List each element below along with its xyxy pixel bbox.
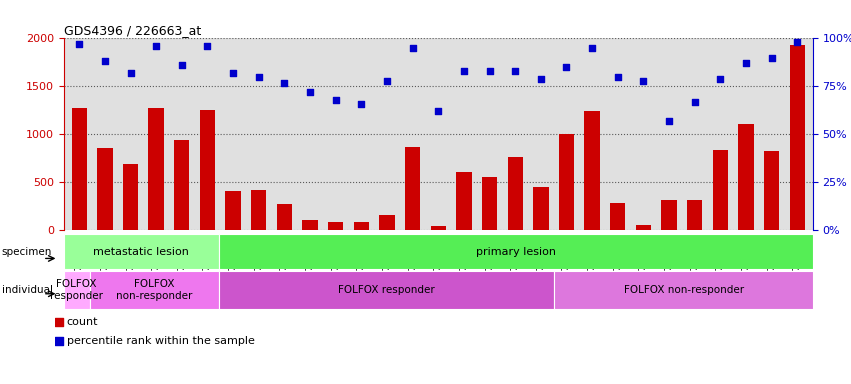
- Point: [791, 39, 804, 45]
- Point: [662, 118, 676, 124]
- Bar: [456, 172, 471, 230]
- Bar: [790, 45, 805, 230]
- Bar: [71, 108, 87, 230]
- Point: [585, 45, 599, 51]
- Bar: [610, 203, 625, 230]
- Point: [508, 68, 522, 74]
- Point: [175, 62, 189, 68]
- Point: [765, 55, 779, 61]
- Bar: [405, 147, 420, 230]
- Point: [740, 60, 753, 66]
- Text: primary lesion: primary lesion: [476, 247, 556, 257]
- Text: FOLFOX responder: FOLFOX responder: [338, 285, 435, 295]
- Text: count: count: [66, 316, 99, 327]
- Bar: [739, 124, 754, 230]
- Bar: [482, 177, 497, 230]
- Bar: [148, 108, 164, 230]
- Bar: [712, 150, 728, 230]
- Bar: [219, 271, 555, 309]
- Bar: [380, 215, 395, 230]
- Bar: [174, 140, 190, 230]
- Bar: [636, 225, 651, 230]
- Bar: [277, 204, 292, 230]
- Point: [406, 45, 420, 51]
- Text: FOLFOX
responder: FOLFOX responder: [50, 279, 103, 301]
- Point: [98, 58, 111, 65]
- Bar: [431, 225, 446, 230]
- Bar: [97, 148, 112, 230]
- Bar: [507, 157, 523, 230]
- Point: [201, 43, 214, 49]
- Bar: [226, 190, 241, 230]
- Point: [380, 78, 394, 84]
- Bar: [687, 200, 702, 230]
- Bar: [328, 222, 343, 230]
- Text: individual: individual: [2, 285, 53, 295]
- Point: [328, 97, 342, 103]
- Bar: [251, 190, 266, 230]
- Point: [688, 99, 701, 105]
- Point: [560, 64, 574, 70]
- Bar: [89, 271, 219, 309]
- Bar: [64, 271, 89, 309]
- Text: FOLFOX
non-responder: FOLFOX non-responder: [116, 279, 192, 301]
- Point: [637, 78, 650, 84]
- Bar: [64, 234, 219, 269]
- Point: [714, 76, 728, 82]
- Point: [457, 68, 471, 74]
- Point: [226, 70, 240, 76]
- Point: [611, 74, 625, 80]
- Bar: [354, 222, 369, 230]
- Point: [355, 101, 368, 107]
- Point: [275, 91, 288, 98]
- Text: percentile rank within the sample: percentile rank within the sample: [66, 336, 254, 346]
- Bar: [559, 134, 574, 230]
- Text: metastatic lesion: metastatic lesion: [94, 247, 189, 257]
- Point: [123, 70, 137, 76]
- Text: GDS4396 / 226663_at: GDS4396 / 226663_at: [64, 24, 201, 37]
- Point: [431, 108, 445, 114]
- Point: [303, 89, 317, 95]
- Bar: [123, 164, 138, 230]
- Point: [483, 68, 496, 74]
- Text: FOLFOX non-responder: FOLFOX non-responder: [624, 285, 744, 295]
- Bar: [555, 271, 813, 309]
- Bar: [200, 110, 215, 230]
- Point: [277, 79, 291, 86]
- Point: [534, 76, 548, 82]
- Point: [149, 43, 163, 49]
- Point: [252, 74, 266, 80]
- Bar: [302, 220, 317, 230]
- Bar: [661, 200, 677, 230]
- Bar: [219, 234, 813, 269]
- Bar: [585, 111, 600, 230]
- Point: [275, 264, 288, 270]
- Text: specimen: specimen: [2, 247, 52, 257]
- Point: [72, 41, 86, 47]
- Bar: [534, 187, 549, 230]
- Bar: [764, 151, 780, 230]
